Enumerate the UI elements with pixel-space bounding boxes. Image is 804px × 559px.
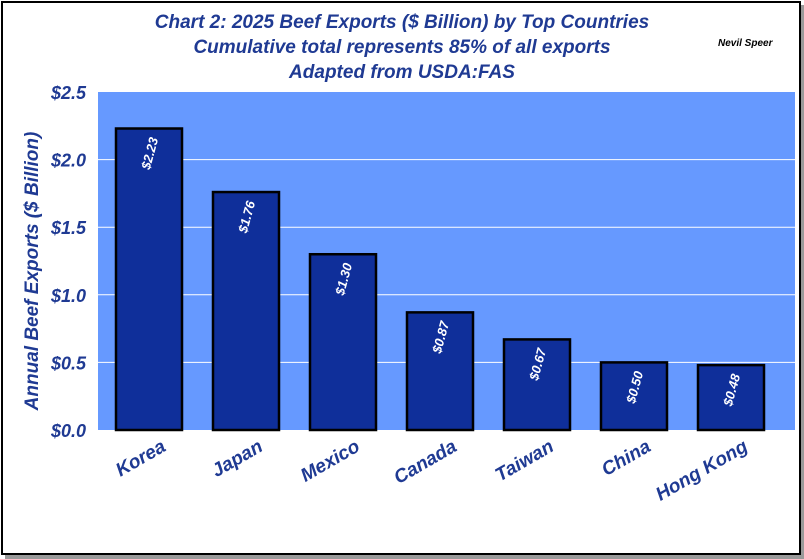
bar-korea bbox=[114, 127, 184, 432]
y-tick-label: $0.0 bbox=[50, 421, 86, 441]
y-axis-ticks: $0.0 $0.5 $1.0 $1.5 $2.0 $2.5 bbox=[50, 83, 87, 441]
bar-china bbox=[599, 361, 669, 432]
y-tick-label: $2.5 bbox=[50, 83, 87, 103]
bar-mexico bbox=[308, 252, 378, 432]
y-tick-label: $0.5 bbox=[50, 353, 87, 373]
bar-canada bbox=[405, 311, 475, 432]
y-tick-label: $2.0 bbox=[50, 151, 86, 171]
y-axis-label: Annual Beef Exports ($ Billion) bbox=[22, 132, 43, 412]
bar-hong-kong bbox=[696, 363, 766, 432]
chart-source: Adapted from USDA:FAS bbox=[289, 62, 515, 83]
x-category-label: China bbox=[598, 436, 655, 481]
bar-japan bbox=[211, 190, 281, 432]
x-category-label: Mexico bbox=[297, 436, 363, 486]
x-category-label: Japan bbox=[208, 436, 266, 482]
x-category-label: Korea bbox=[112, 436, 170, 481]
bars: $2.23$1.76$1.30$0.87$0.67$0.50 $0.48 bbox=[114, 127, 766, 432]
chart-subtitle: Cumulative total represents 85% of all e… bbox=[193, 37, 611, 58]
x-category-label: Taiwan bbox=[492, 436, 558, 486]
author-credit: Nevil Speer bbox=[718, 38, 773, 49]
chart-title: Chart 2: 2025 Beef Exports ($ Billion) b… bbox=[154, 12, 650, 33]
bar-taiwan bbox=[502, 338, 572, 432]
x-category-label: Canada bbox=[391, 436, 461, 489]
y-tick-label: $1.0 bbox=[50, 286, 86, 306]
y-tick-label: $1.5 bbox=[50, 218, 87, 238]
x-category-label: Hong Kong bbox=[652, 436, 751, 506]
